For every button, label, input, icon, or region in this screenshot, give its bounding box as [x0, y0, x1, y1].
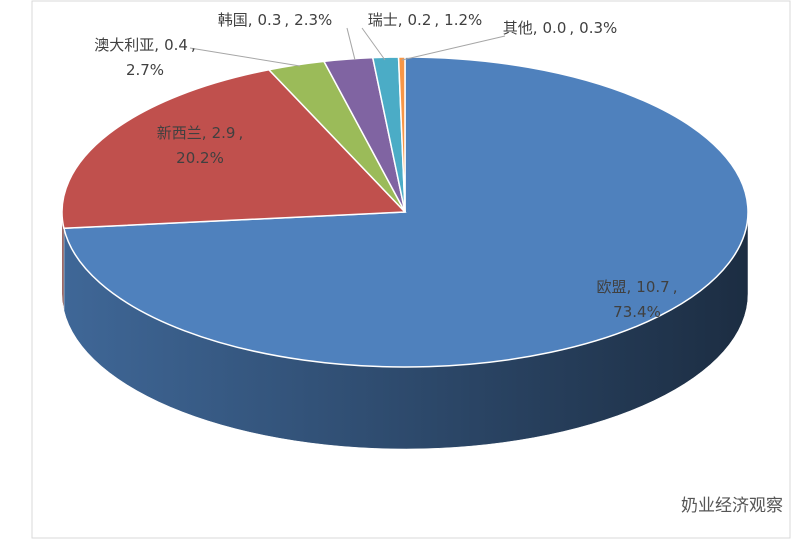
- leader-line: [401, 35, 506, 61]
- data-label: 新西兰, 2.9,: [157, 124, 243, 142]
- label-value: 0.2: [408, 11, 432, 29]
- label-value: 10.7: [636, 278, 669, 296]
- label-separator: ,: [238, 124, 243, 142]
- pie-slice: [61, 68, 407, 230]
- label-separator: ,: [533, 19, 538, 37]
- label-separator: ,: [154, 36, 159, 54]
- label-separator: ,: [398, 11, 403, 29]
- label-value: 2.9: [212, 124, 236, 142]
- data-label: 瑞士, 0.2, 1.2%: [368, 11, 483, 29]
- label-value: 0.4: [164, 36, 188, 54]
- label-category: 澳大利亚: [94, 36, 154, 54]
- data-label: 2.7%: [126, 61, 164, 79]
- label-separator: ,: [191, 36, 196, 54]
- data-label: 韩国, 0.3, 2.3%: [218, 11, 333, 29]
- label-percent: 20.2%: [176, 149, 224, 167]
- data-label: 澳大利亚, 0.4,: [94, 36, 195, 54]
- label-value: 0.0: [543, 19, 567, 37]
- label-percent: 2.7%: [126, 61, 164, 79]
- label-category: 欧盟: [597, 278, 627, 296]
- label-percent: 0.3%: [579, 19, 617, 37]
- leader-line: [361, 27, 386, 61]
- label-separator: ,: [569, 19, 574, 37]
- label-separator: ,: [627, 278, 632, 296]
- data-label: 其他, 0.0, 0.3%: [503, 19, 618, 37]
- label-value: 0.3: [258, 11, 282, 29]
- label-category: 瑞士: [368, 11, 398, 29]
- label-percent: 73.4%: [613, 303, 661, 321]
- label-category: 新西兰: [157, 124, 202, 142]
- leader-line: [346, 27, 356, 61]
- label-separator: ,: [673, 278, 678, 296]
- label-category: 韩国: [218, 11, 248, 29]
- label-separator: ,: [284, 11, 289, 29]
- pie-slice: [397, 56, 406, 213]
- label-separator: ,: [202, 124, 207, 142]
- label-category: 其他: [503, 19, 533, 37]
- data-label: 欧盟, 10.7,: [597, 278, 678, 296]
- data-label: 20.2%: [176, 149, 224, 167]
- label-separator: ,: [248, 11, 253, 29]
- label-separator: ,: [434, 11, 439, 29]
- watermark: 奶业经济观察: [681, 496, 783, 516]
- label-percent: 1.2%: [444, 11, 482, 29]
- leader-line: [189, 47, 301, 67]
- label-percent: 2.3%: [294, 11, 332, 29]
- data-label: 73.4%: [613, 303, 661, 321]
